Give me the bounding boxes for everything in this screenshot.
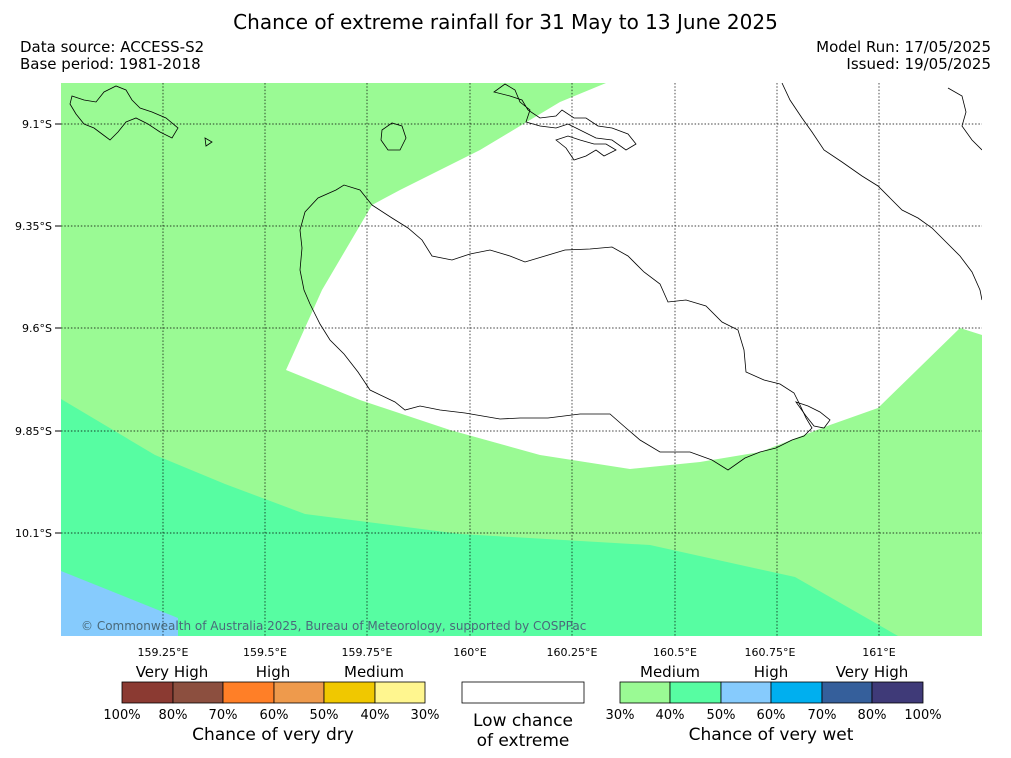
legend-dry-swatch (374, 681, 426, 704)
legend-wet-high: High (754, 663, 788, 681)
legend-wet-tick: 40% (656, 708, 685, 723)
legend-wet-swatch (821, 681, 873, 704)
island-marau (794, 401, 831, 429)
legend-dry-swatch (172, 681, 224, 704)
legend-dry-tick: 100% (103, 708, 140, 723)
legend-dry-swatch (222, 681, 275, 704)
island-florida-group (493, 83, 637, 151)
probability-layer (61, 83, 982, 636)
legend-wet-tick: 70% (808, 708, 837, 723)
lat-label: 9.85°S (15, 425, 52, 438)
legend-low-line2: of extreme (477, 731, 570, 751)
lat-ticks (55, 123, 61, 534)
legend-wet-swatch (619, 681, 671, 704)
lon-label: 159.25°E (138, 646, 189, 659)
legend-dry-swatch (273, 681, 325, 704)
legend-dry-tick: 40% (361, 708, 390, 723)
issued-date: Issued: 19/05/2025 (846, 55, 991, 73)
base-period: Base period: 1981-2018 (20, 55, 201, 73)
legend-dry-swatch (121, 681, 174, 704)
legend-wet-title: Chance of very wet (689, 725, 854, 745)
coastlines (69, 83, 982, 471)
legend-wet-medium: Medium (640, 663, 700, 681)
legend-low-chance: Low chance of extreme (461, 681, 585, 751)
island-small-isabel (204, 137, 213, 147)
lon-label: 160.5°E (653, 646, 697, 659)
meta-left: Data source: ACCESS-S2 Base period: 1981… (20, 39, 204, 73)
lat-labels: 9.1°S 9.35°S 9.6°S 9.85°S 10.1°S (15, 118, 52, 540)
legend-low-swatch (461, 681, 585, 704)
lat-label: 10.1°S (15, 527, 52, 540)
legend-wet-swatch (770, 681, 823, 704)
legend-wet: Medium High Very High 30% 40% 50% 60% 70… (606, 663, 942, 745)
island-isabel-tip (69, 85, 179, 141)
legend-dry-title: Chance of very dry (192, 725, 354, 745)
legend-dry-tick: 30% (411, 708, 440, 723)
legend-wet-swatch (720, 681, 772, 704)
legend-dry-tick: 50% (310, 708, 339, 723)
legend-wet-tick: 60% (757, 708, 786, 723)
meta-right: Model Run: 17/05/2025 Issued: 19/05/2025 (816, 39, 991, 73)
zone-medium-wet-40-50 (61, 399, 899, 636)
legend-wet-tick: 80% (858, 708, 887, 723)
island-malaita-east (947, 87, 982, 151)
island-guadalcanal (299, 184, 813, 471)
legend-wet-swatch (871, 681, 924, 704)
island-savo (380, 122, 407, 151)
lon-label: 161°E (862, 646, 895, 659)
legend-dry-swatch (323, 681, 376, 704)
legend-wet-tick: 50% (707, 708, 736, 723)
lon-label: 160.25°E (547, 646, 598, 659)
legend-wet-very-high: Very High (836, 663, 909, 681)
legend-dry-high: High (256, 663, 290, 681)
legend-dry-medium: Medium (344, 663, 404, 681)
lon-label: 159.75°E (342, 646, 393, 659)
legend-dry: Very High High Medium 100% 80% 70% 60% 5… (103, 663, 439, 745)
lat-label: 9.35°S (15, 220, 52, 233)
legend-dry-tick: 70% (209, 708, 238, 723)
zone-low-chance (286, 83, 982, 469)
lat-label: 9.1°S (22, 118, 52, 131)
legend-dry-tick: 60% (260, 708, 289, 723)
legend-dry-tick: 80% (159, 708, 188, 723)
map-title: Chance of extreme rainfall for 31 May to… (233, 10, 778, 34)
island-tulagi (555, 135, 617, 161)
zone-high-wet-50-60 (61, 571, 178, 636)
lon-labels: 159.25°E 159.5°E 159.75°E 160°E 160.25°E… (138, 646, 896, 659)
legend-wet-tick: 30% (606, 708, 635, 723)
island-malaita (781, 83, 982, 301)
legend-wet-swatch (669, 681, 722, 704)
lat-label: 9.6°S (22, 322, 52, 335)
lon-label: 160.75°E (745, 646, 796, 659)
legend-wet-tick: 100% (904, 708, 941, 723)
copyright-notice: © Commonwealth of Australia 2025, Bureau… (81, 619, 586, 633)
model-run: Model Run: 17/05/2025 (816, 38, 991, 56)
legend-dry-very-high: Very High (136, 663, 209, 681)
lon-label: 160°E (453, 646, 486, 659)
data-source: Data source: ACCESS-S2 (20, 38, 205, 56)
legend-low-line1: Low chance (473, 711, 573, 731)
lon-label: 159.5°E (243, 646, 287, 659)
